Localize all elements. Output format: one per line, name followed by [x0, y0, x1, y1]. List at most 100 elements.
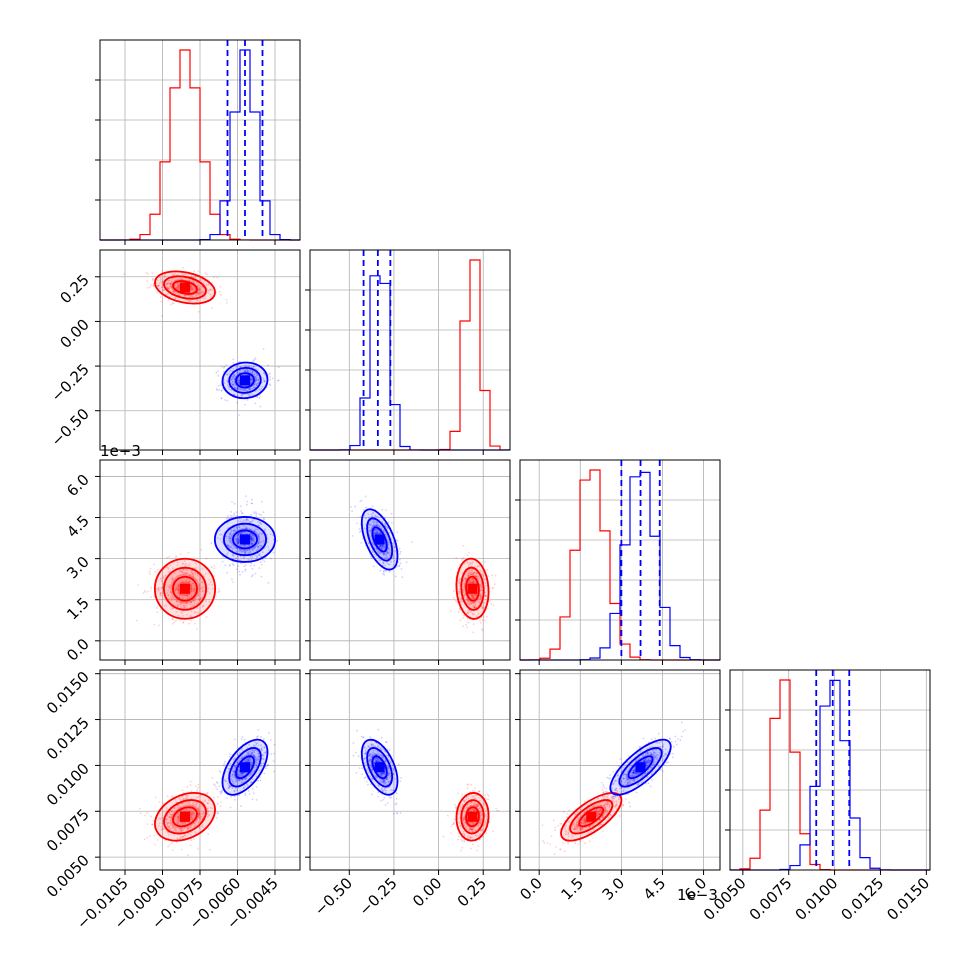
- sample-point-red: [173, 290, 176, 292]
- sample-point-red: [196, 292, 198, 294]
- sample-point-blue: [233, 374, 236, 377]
- sample-point-red: [490, 602, 493, 605]
- sample-point-blue: [239, 505, 242, 508]
- contour-red: [163, 275, 207, 300]
- y-tick-label: 3.0: [63, 553, 93, 583]
- sample-point-blue: [276, 379, 279, 382]
- sample-point-blue: [216, 782, 219, 784]
- sample-point-red: [484, 561, 486, 563]
- sample-point-red: [492, 586, 495, 589]
- sample-point-red: [160, 286, 163, 289]
- sample-point-red: [176, 286, 178, 289]
- sample-point-blue: [262, 511, 265, 514]
- sample-point-blue: [240, 388, 243, 391]
- sample-point-red: [213, 276, 215, 279]
- sample-point-red: [209, 288, 212, 290]
- sample-point-red: [185, 579, 188, 582]
- sample-point-blue: [354, 505, 356, 508]
- sample-point-red: [202, 589, 204, 592]
- sample-point-red: [167, 845, 169, 848]
- sample-point-blue: [230, 516, 233, 519]
- sample-point-red: [472, 623, 475, 625]
- sample-point-blue: [218, 389, 221, 391]
- sample-point-blue: [254, 379, 257, 382]
- sample-point-blue: [273, 743, 276, 746]
- sample-point-blue: [239, 369, 242, 372]
- sample-point-red: [194, 610, 197, 613]
- sample-point-red: [463, 614, 465, 617]
- sample-point-red: [159, 280, 162, 282]
- sample-point-blue: [271, 377, 274, 380]
- sample-point-blue: [255, 368, 258, 371]
- sample-point-red: [182, 266, 185, 269]
- sample-point-blue: [233, 502, 236, 505]
- sample-point-red: [197, 293, 200, 296]
- sample-point-blue: [223, 763, 225, 765]
- sample-point-blue: [257, 779, 260, 782]
- sample-point-blue: [249, 382, 252, 384]
- sample-point-blue: [399, 550, 402, 553]
- sample-point-red: [187, 854, 189, 856]
- sample-point-red: [201, 581, 203, 584]
- sample-point-red: [178, 284, 181, 287]
- sample-point-blue: [226, 384, 229, 386]
- x-tick-label: −0.50: [311, 874, 356, 919]
- sample-point-blue: [230, 795, 232, 798]
- sample-point-red: [207, 289, 210, 292]
- sample-point-blue: [269, 372, 271, 375]
- sample-point-blue: [255, 383, 257, 385]
- sample-point-blue: [390, 522, 393, 524]
- sample-point-red: [176, 561, 179, 564]
- sample-point-blue: [270, 753, 272, 755]
- sample-point-red: [190, 280, 193, 283]
- sample-point-red: [195, 299, 198, 302]
- panel-2-2: [515, 459, 721, 665]
- sample-point-red: [178, 294, 180, 296]
- sample-point-blue: [245, 365, 247, 367]
- sample-point-blue: [218, 785, 221, 788]
- sample-point-red: [494, 574, 497, 577]
- sample-point-blue: [239, 573, 242, 576]
- sample-point-blue: [241, 389, 244, 391]
- sample-point-blue: [244, 564, 247, 567]
- sample-point-red: [218, 291, 221, 293]
- sample-point-blue: [355, 751, 357, 754]
- sample-point-blue: [259, 394, 261, 397]
- sample-point-red: [186, 601, 188, 604]
- sample-point-red: [453, 818, 456, 820]
- sample-point-red: [601, 781, 603, 784]
- sample-point-red: [135, 619, 138, 622]
- sample-point-blue: [255, 378, 258, 381]
- sample-point-red: [175, 279, 177, 281]
- sample-point-red: [218, 590, 221, 593]
- sample-point-red: [181, 789, 184, 791]
- sample-point-red: [485, 832, 488, 835]
- sample-point-red: [178, 288, 181, 291]
- sample-point-blue: [249, 564, 252, 567]
- sample-point-red: [488, 795, 490, 798]
- sample-point-red: [574, 842, 577, 845]
- sample-point-blue: [360, 735, 363, 738]
- sample-point-blue: [399, 552, 401, 555]
- sample-point-blue: [238, 570, 241, 573]
- sample-point-blue: [256, 369, 259, 372]
- sample-point-red: [199, 587, 202, 590]
- sample-point-blue: [236, 401, 239, 404]
- sample-point-red: [177, 288, 179, 290]
- sample-point-red: [139, 807, 141, 810]
- sample-point-red: [197, 310, 200, 313]
- sample-point-red: [181, 277, 183, 280]
- sample-point-blue: [220, 365, 223, 368]
- sample-point-red: [198, 579, 201, 581]
- sample-point-blue: [269, 557, 272, 560]
- sample-point-red: [210, 296, 212, 299]
- sample-point-red: [191, 286, 194, 289]
- sample-point-blue: [216, 788, 219, 791]
- density-peak-blue: [374, 534, 385, 545]
- sample-point-red: [188, 581, 191, 584]
- sample-point-blue: [277, 366, 280, 368]
- sample-point-blue: [397, 763, 400, 766]
- sample-point-blue: [236, 371, 239, 374]
- sample-point-red: [452, 596, 455, 599]
